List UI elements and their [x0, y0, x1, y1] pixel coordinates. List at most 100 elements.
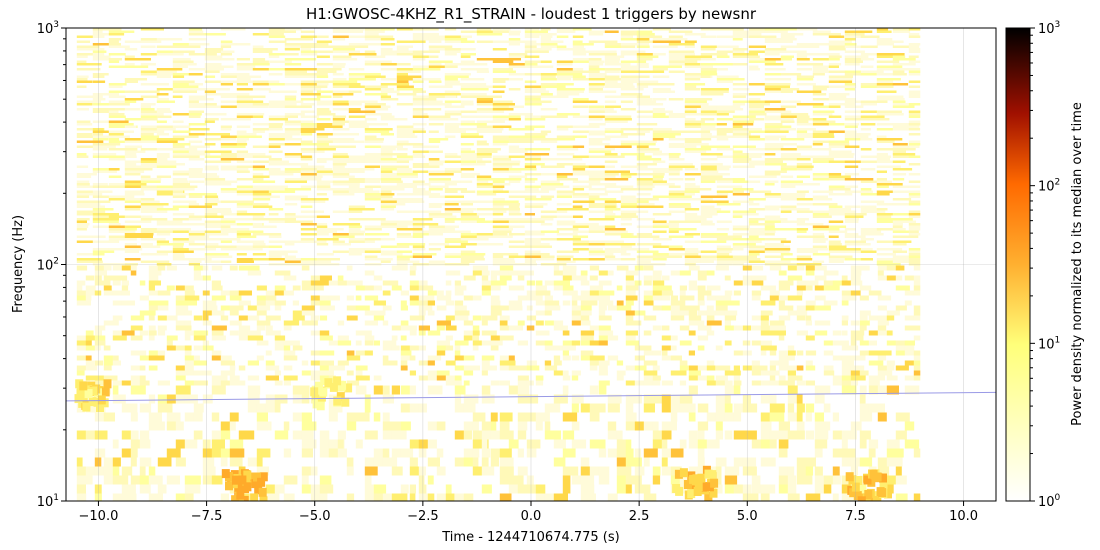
- heatmap-hotspot-cell: [312, 399, 321, 409]
- heatmap-cell: [364, 50, 376, 53]
- heatmap-cell: [412, 38, 431, 41]
- heatmap-cell: [481, 466, 495, 476]
- heatmap-hotspot-cell: [74, 394, 83, 404]
- heatmap-cell: [805, 270, 815, 276]
- heatmap-cell: [886, 475, 901, 485]
- heatmap-cell: [332, 123, 345, 126]
- heatmap-cell: [108, 185, 133, 188]
- heatmap-cell: [463, 403, 476, 413]
- heatmap-cell: [418, 300, 432, 306]
- heatmap-hotspot-cell: [849, 488, 858, 498]
- heatmap-cell: [428, 195, 448, 198]
- heatmap-cell: [355, 305, 370, 311]
- heatmap-cell: [572, 75, 586, 78]
- heatmap-cell: [140, 163, 166, 166]
- heatmap-cell: [396, 185, 417, 188]
- heatmap-cell: [274, 380, 283, 386]
- heatmap-cell: [844, 35, 867, 38]
- heatmap-cell: [652, 138, 664, 141]
- heatmap-cell: [76, 285, 83, 291]
- heatmap-cell: [348, 90, 362, 93]
- heatmap-cell: [604, 240, 624, 243]
- heatmap-cell: [751, 275, 765, 281]
- heatmap-cell: [589, 365, 598, 371]
- heatmap-cell: [373, 315, 385, 321]
- heatmap-cell: [571, 394, 584, 404]
- heatmap-cell: [412, 225, 425, 228]
- heatmap-cell: [436, 345, 448, 351]
- spectrogram-heatmap: [74, 28, 921, 501]
- heatmap-cell: [348, 228, 361, 231]
- heatmap-cell: [580, 330, 595, 336]
- heatmap-cell: [796, 230, 807, 233]
- heatmap-cell: [412, 123, 427, 126]
- heatmap-cell: [636, 110, 656, 113]
- heatmap-cell: [769, 394, 777, 404]
- heatmap-cell: [396, 85, 414, 88]
- heatmap-cell: [112, 439, 119, 449]
- heatmap-cell: [156, 98, 169, 101]
- heatmap-cell: [316, 238, 339, 241]
- heatmap-cell: [748, 163, 765, 166]
- heatmap-cell: [247, 385, 261, 395]
- heatmap-cell: [476, 200, 497, 203]
- heatmap-cell: [697, 430, 705, 440]
- heatmap-cell: [796, 380, 806, 386]
- heatmap-cell: [444, 155, 467, 158]
- heatmap-cell: [764, 243, 784, 246]
- heatmap-cell: [748, 128, 762, 131]
- heatmap-cell: [76, 280, 86, 286]
- heatmap-cell: [684, 100, 707, 103]
- heatmap-cell: [604, 68, 621, 71]
- heatmap-cell: [540, 85, 566, 88]
- heatmap-cell: [204, 63, 222, 66]
- heatmap-cell: [895, 265, 905, 271]
- heatmap-cell: [540, 140, 558, 143]
- heatmap-cell: [172, 185, 198, 188]
- heatmap-cell: [319, 280, 334, 286]
- heatmap-cell: [204, 210, 225, 213]
- heatmap-cell: [94, 360, 104, 366]
- heatmap-cell: [700, 213, 718, 216]
- heatmap-cell: [238, 315, 249, 321]
- heatmap-cell: [460, 163, 486, 166]
- heatmap-cell: [859, 412, 873, 422]
- heatmap-cell: [202, 290, 210, 296]
- heatmap-cell: [684, 220, 712, 223]
- heatmap-cell: [748, 45, 766, 48]
- heatmap-cell: [540, 28, 551, 31]
- heatmap-cell: [301, 285, 313, 291]
- heatmap-cell: [76, 210, 106, 213]
- heatmap-cell: [380, 38, 395, 41]
- heatmap-cell: [268, 213, 279, 216]
- heatmap-cell: [300, 148, 324, 151]
- heatmap-cell: [661, 335, 674, 341]
- heatmap-cell: [860, 83, 886, 86]
- heatmap-cell: [124, 65, 149, 68]
- heatmap-cell: [428, 95, 458, 98]
- heatmap-cell: [812, 65, 830, 68]
- heatmap-cell: [140, 125, 161, 128]
- heatmap-cell: [396, 173, 418, 176]
- heatmap-cell: [844, 38, 856, 41]
- heatmap-cell: [140, 148, 159, 151]
- heatmap-cell: [188, 38, 207, 41]
- heatmap-cell: [540, 255, 555, 258]
- heatmap-cell: [463, 365, 480, 371]
- heatmap-cell: [812, 198, 833, 201]
- heatmap-cell: [476, 148, 501, 151]
- heatmap-cell: [844, 215, 864, 218]
- heatmap-cell: [732, 238, 750, 241]
- heatmap-cell: [332, 55, 352, 58]
- heatmap-cell: [124, 200, 145, 203]
- heatmap-hotspot-cell: [93, 397, 102, 407]
- heatmap-cell: [476, 155, 492, 158]
- heatmap-cell: [828, 45, 858, 48]
- heatmap-cell: [94, 325, 106, 331]
- heatmap-cell: [300, 223, 326, 226]
- heatmap-cell: [300, 185, 317, 188]
- heatmap-cell: [252, 130, 265, 133]
- heatmap-cell: [562, 350, 569, 356]
- heatmap-cell: [778, 285, 790, 291]
- heatmap-cell: [220, 380, 237, 386]
